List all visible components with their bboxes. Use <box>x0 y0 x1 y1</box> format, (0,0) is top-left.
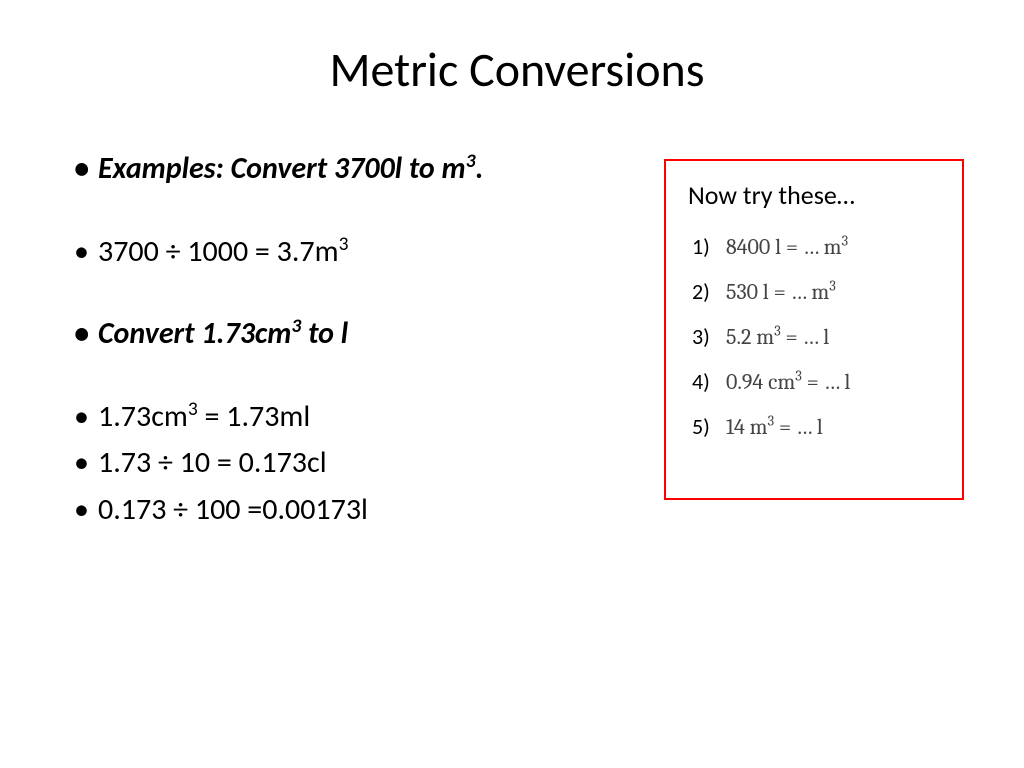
try-item-equation: 0.94 cm3 = … l <box>726 369 850 395</box>
bullet-text: 3700 ÷ 1000 = 3.7m <box>98 233 339 270</box>
eq-lhs: 5.2 m <box>726 324 774 350</box>
bullet-item: Convert 1.73cm3 to l <box>70 314 654 355</box>
try-item-equation: 14 m3 = … l <box>726 414 823 440</box>
try-item-number: 2) <box>692 278 726 305</box>
eq-rhs: = … l <box>802 369 851 395</box>
bullet-text: Convert 1.73cm <box>98 315 291 352</box>
bullet-item: 1.73cm3 = 1.73ml <box>70 397 654 438</box>
slide: Metric Conversions Examples: Convert 370… <box>0 0 1024 768</box>
try-item: 5) 14 m3 = … l <box>692 413 948 440</box>
bullet-text: Examples: Convert 3700l to m <box>98 150 466 187</box>
bullet-text: 0.173 ÷ 100 =0.00173l <box>98 491 368 528</box>
try-item-number: 1) <box>692 233 726 260</box>
bullet-column: Examples: Convert 3700l to m3. 3700 ÷ 10… <box>70 149 654 536</box>
superscript: 3 <box>466 149 476 173</box>
bullet-text: 1.73cm <box>98 398 188 435</box>
superscript: 3 <box>774 323 781 340</box>
bullet-text: 1.73 ÷ 10 = 0.173cl <box>98 444 327 481</box>
try-item: 2) 530 l = … m3 <box>692 278 948 305</box>
try-item-equation: 8400 l = … m3 <box>726 234 848 260</box>
try-box-title: Now try these… <box>688 179 948 211</box>
bullet-item: 0.173 ÷ 100 =0.00173l <box>70 490 654 531</box>
superscript: 3 <box>188 397 198 421</box>
try-box: Now try these… 1) 8400 l = … m3 2) 530 l… <box>664 159 964 500</box>
superscript: 3 <box>795 368 802 385</box>
slide-title: Metric Conversions <box>70 40 964 99</box>
eq-lhs: 14 m <box>726 414 768 440</box>
content-row: Examples: Convert 3700l to m3. 3700 ÷ 10… <box>70 149 964 536</box>
bullet-text: . <box>476 150 484 187</box>
bullet-item: 1.73 ÷ 10 = 0.173cl <box>70 443 654 484</box>
try-item-number: 3) <box>692 323 726 350</box>
try-item-number: 5) <box>692 413 726 440</box>
try-item-equation: 530 l = … m3 <box>726 279 836 305</box>
try-item: 1) 8400 l = … m3 <box>692 233 948 260</box>
eq-lhs: 530 l = … m <box>726 279 829 305</box>
bullet-item: 3700 ÷ 1000 = 3.7m3 <box>70 232 654 273</box>
spacer <box>70 361 654 397</box>
bullet-list: Examples: Convert 3700l to m3. 3700 ÷ 10… <box>70 149 654 530</box>
eq-lhs: 8400 l = … m <box>726 234 842 260</box>
spacer <box>70 278 654 314</box>
eq-lhs: 0.94 cm <box>726 369 795 395</box>
eq-rhs: = … l <box>774 414 823 440</box>
try-item-equation: 5.2 m3 = … l <box>726 324 829 350</box>
try-item-number: 4) <box>692 368 726 395</box>
bullet-text: to l <box>301 315 348 352</box>
superscript: 3 <box>829 278 836 295</box>
try-list: 1) 8400 l = … m3 2) 530 l = … m3 3) 5.2 … <box>688 233 948 440</box>
bullet-text: = 1.73ml <box>198 398 311 435</box>
superscript: 3 <box>842 233 849 250</box>
superscript: 3 <box>291 314 301 338</box>
bullet-item: Examples: Convert 3700l to m3. <box>70 149 654 190</box>
try-item: 4) 0.94 cm3 = … l <box>692 368 948 395</box>
try-item: 3) 5.2 m3 = … l <box>692 323 948 350</box>
spacer <box>70 196 654 232</box>
eq-rhs: = … l <box>781 324 830 350</box>
superscript: 3 <box>339 232 349 256</box>
